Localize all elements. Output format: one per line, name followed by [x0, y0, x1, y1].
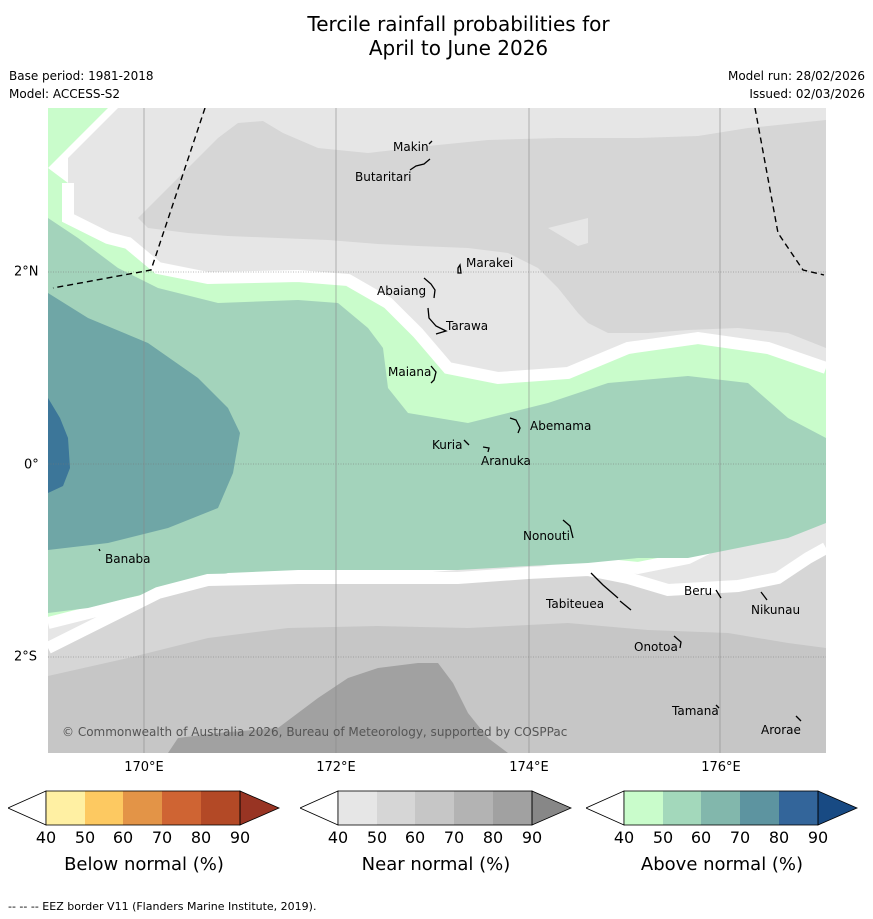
- near-normal-70-region: [168, 663, 508, 753]
- place-butaritari: Butaritari: [355, 170, 412, 184]
- lat-label-0: 0°: [24, 457, 39, 473]
- copyright-notice: © Commonwealth of Australia 2026, Bureau…: [62, 725, 568, 739]
- colorbar-above-normal-swatches: [585, 790, 859, 826]
- cb3-swatch-1: [663, 791, 701, 825]
- cb3-swatch-5: [817, 790, 859, 826]
- cb3-tick: 50: [652, 828, 674, 847]
- cb2-swatch-2: [415, 791, 454, 825]
- cb2-swatch-0: [338, 791, 377, 825]
- map-title: Tercile rainfall probabilities for April…: [0, 12, 873, 60]
- model-name: Model: ACCESS-S2: [9, 87, 121, 101]
- cb3-tick: 40: [613, 828, 635, 847]
- colorbar-near-normal: 40 50 60 70 80 90 Near normal (%): [299, 790, 573, 880]
- near-normal-50-north: [138, 120, 826, 348]
- place-aranuka: Aranuka: [481, 454, 531, 468]
- place-nonouti: Nonouti: [523, 529, 570, 543]
- eez-border: [52, 108, 825, 289]
- cb1-swatch-5: [239, 790, 281, 826]
- cb2-swatch-5: [531, 790, 573, 826]
- cb1-tick: 50: [74, 828, 96, 847]
- lon-label-174e: 174°E: [509, 760, 549, 775]
- cb3-swatch-2: [701, 791, 740, 825]
- place-tarawa: Tarawa: [446, 319, 489, 333]
- cb3-tick: 80: [768, 828, 790, 847]
- probability-map: Makin Butaritari Marakei Abaiang Tarawa …: [48, 108, 826, 753]
- grid-lines: [48, 271, 826, 658]
- cb1-tick: 90: [229, 828, 251, 847]
- cb2-title: Near normal (%): [361, 854, 511, 875]
- cb3-title: Above normal (%): [640, 854, 804, 875]
- eez-footer-note: -- -- -- EEZ border V11 (Flanders Marine…: [8, 900, 317, 913]
- title-line-2: April to June 2026: [368, 36, 549, 60]
- cb2-tick: 60: [404, 828, 426, 847]
- above-normal-50-region: [48, 218, 826, 613]
- place-beru: Beru: [684, 584, 713, 598]
- place-nikunau: Nikunau: [751, 603, 801, 617]
- colorbar-above-normal: 40 50 60 70 80 90 Above normal (%): [585, 790, 859, 880]
- place-banaba: Banaba: [105, 552, 151, 566]
- cb2-tick: 70: [443, 828, 465, 847]
- colorbar-near-normal-swatches: [299, 790, 573, 826]
- colorbar-below-normal: 40 50 60 70 80 90 Below normal (%): [7, 790, 281, 880]
- cb1-swatch-0: [46, 791, 85, 825]
- place-abemama: Abemama: [530, 419, 592, 433]
- meridians: [143, 108, 721, 753]
- cb1-tick: 60: [112, 828, 134, 847]
- cb2-tick: 40: [327, 828, 349, 847]
- cb2-tick: 80: [482, 828, 504, 847]
- above-normal-70-region: [48, 398, 70, 493]
- cb1-swatch-2: [123, 791, 162, 825]
- place-maiana: Maiana: [388, 365, 432, 379]
- place-arorae: Arorae: [761, 723, 801, 737]
- lon-label-176e: 176°E: [701, 760, 741, 775]
- place-marakei: Marakei: [466, 256, 514, 270]
- cb2-swatch-4: [493, 791, 532, 825]
- cb3-swatch-0: [624, 791, 663, 825]
- place-tabiteuea: Tabiteuea: [546, 597, 605, 611]
- lon-label-170e: 170°E: [124, 760, 164, 775]
- cb2-swatch-1: [377, 791, 415, 825]
- cb1-swatch-4: [201, 791, 240, 825]
- model-run: Model run: 28/02/2026: [727, 69, 865, 83]
- island-outlines: [98, 140, 802, 722]
- cb3-swatch-3: [740, 791, 779, 825]
- cb2-tick: 50: [366, 828, 388, 847]
- cb1-tick: 40: [35, 828, 57, 847]
- lat-label-2n: 2°N: [14, 264, 39, 280]
- cb1-tick: 80: [190, 828, 212, 847]
- cb1-title: Below normal (%): [64, 854, 224, 875]
- cb2-swatch-3: [454, 791, 493, 825]
- place-abaiang: Abaiang: [377, 284, 427, 298]
- cb1-swatch-1: [85, 791, 123, 825]
- cb1-swatch-3: [162, 791, 201, 825]
- lon-label-172e: 172°E: [316, 760, 356, 775]
- cb3-tick: 60: [690, 828, 712, 847]
- lat-label-2s: 2°S: [14, 649, 38, 665]
- cb2-tick: 90: [521, 828, 543, 847]
- cb3-tick: 90: [807, 828, 829, 847]
- base-period: Base period: 1981-2018: [9, 69, 154, 83]
- cb3-tick: 70: [729, 828, 751, 847]
- near-normal-40-patch: [548, 218, 588, 246]
- title-line-1: Tercile rainfall probabilities for: [307, 12, 610, 36]
- cb1-tick: 70: [151, 828, 173, 847]
- cb3-swatch-4: [779, 791, 818, 825]
- place-makin: Makin: [393, 140, 429, 154]
- issued-date: Issued: 02/03/2026: [749, 87, 865, 101]
- map-canvas: [48, 108, 826, 753]
- place-onotoa: Onotoa: [634, 640, 678, 654]
- place-tamana: Tamana: [672, 704, 719, 718]
- colorbar-below-normal-swatches: [7, 790, 281, 826]
- place-kuria: Kuria: [432, 438, 463, 452]
